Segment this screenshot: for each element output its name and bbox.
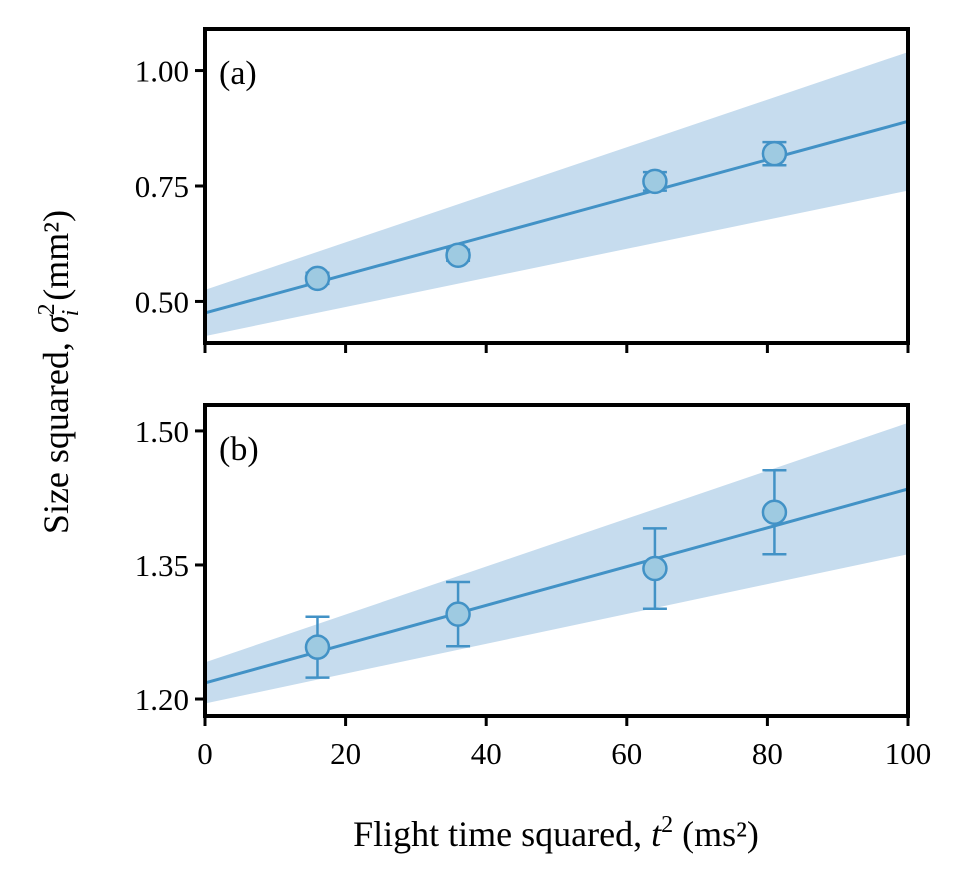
data-point (761, 140, 788, 167)
data-point (445, 242, 471, 269)
y-tick-label: 0.75 (135, 169, 189, 204)
y-tick-label: 1.00 (135, 54, 189, 89)
x-tick-label: 100 (885, 736, 932, 771)
y-tick-label: 1.35 (135, 548, 189, 583)
data-point (642, 555, 668, 582)
panel-label: (b) (219, 431, 259, 468)
y-tick-label: 1.20 (135, 682, 189, 717)
x-axis-label: Flight time squared, t2 (ms²) (353, 812, 759, 854)
plot-frame (203, 403, 910, 718)
panel-a: 0.50 0.75 1.00 (a) (135, 27, 910, 353)
data-point (761, 499, 788, 525)
confidence-band (205, 422, 908, 704)
data-point (304, 634, 331, 660)
confidence-band (205, 52, 908, 337)
y-tick-label: 0.50 (135, 284, 189, 319)
data-point (304, 265, 331, 292)
data-point (642, 168, 668, 195)
x-tick-label: 20 (330, 736, 361, 771)
panel-b: 1.20 1.35 1.50 0 20 40 60 80 100 (b) (135, 403, 932, 771)
x-tick-label: 60 (611, 736, 642, 771)
x-tick-label: 80 (752, 736, 783, 771)
x-tick-label: 0 (197, 736, 213, 771)
y-tick-label: 1.50 (135, 414, 189, 449)
data-point (445, 601, 471, 627)
panel-label: (a) (219, 55, 257, 92)
y-axis-label: Size squared, σ2i (mm²) (34, 210, 84, 534)
x-tick-label: 40 (471, 736, 502, 771)
